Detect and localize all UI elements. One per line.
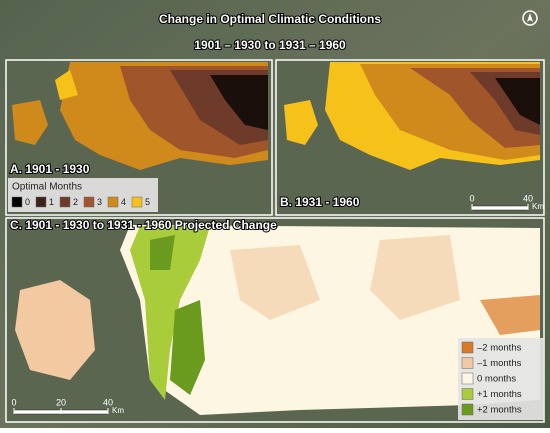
legend-label: 3 (97, 197, 102, 207)
legend-label: 5 (145, 197, 150, 207)
legend-swatch (461, 372, 474, 385)
panel-c (5, 217, 545, 423)
scale-label: 0 (11, 397, 16, 407)
panel-label: A. 1901 - 1930 (10, 162, 90, 176)
legend-label: 0 months (477, 374, 516, 385)
panel-label: C. 1901 - 1930 to 1931 - 1960 Projected … (10, 218, 277, 232)
panel-a (5, 59, 273, 216)
legend-label: +1 months (477, 389, 522, 400)
scale-unit: Km (112, 406, 124, 415)
legend-swatch (107, 196, 119, 208)
legend-swatch (461, 403, 474, 416)
optimal-months-legend: Optimal Months 0 1 2 3 4 5 (8, 178, 158, 212)
legend-swatch (131, 196, 143, 208)
scale-label: 0 (469, 193, 474, 203)
legend-label: 1 (49, 197, 54, 207)
scale-label: 40 (523, 193, 533, 203)
legend-swatch (59, 196, 71, 208)
legend-label: 4 (121, 197, 126, 207)
panel-label: B. 1931 - 1960 (280, 195, 360, 209)
scale-label: 40 (103, 397, 113, 407)
legend-swatch (11, 196, 23, 208)
title-line: 1901 – 1930 to 1931 – 1960 (194, 38, 346, 52)
north-arrow (522, 10, 538, 26)
scale-label: 20 (56, 397, 66, 407)
legend-label: 0 (25, 197, 30, 207)
legend-label: 2 (73, 197, 78, 207)
scale-bar-body (471, 205, 529, 211)
legend-label: –2 months (477, 343, 522, 354)
legend-swatch (461, 341, 474, 354)
legend-title: Optimal Months (12, 182, 82, 193)
legend-label: –1 months (477, 358, 522, 369)
title-line: Change in Optimal Climatic Conditions (159, 12, 381, 26)
scale-unit: Km (532, 202, 544, 211)
legend-swatch (461, 388, 474, 400)
legend-label: +2 months (477, 405, 522, 416)
legend-swatch (35, 196, 47, 208)
panel-b (275, 59, 545, 216)
legend-swatch (461, 357, 474, 369)
legend-swatch (83, 196, 95, 208)
change-legend: –2 months –1 months 0 months +1 months +2 mo… (458, 338, 544, 420)
